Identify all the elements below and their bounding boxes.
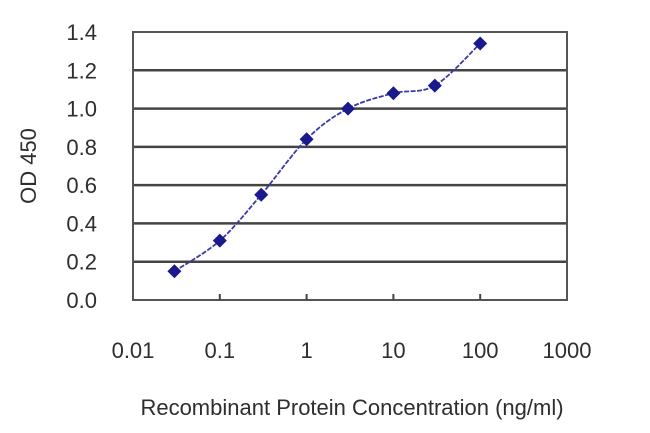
data-point-diamond [341,101,356,116]
data-point-diamond [473,36,488,51]
y-tick-label: 1.0 [66,97,97,122]
y-tick-label: 1.4 [66,20,97,45]
x-tick-label: 100 [462,338,499,363]
y-tick-label: 1.2 [66,58,97,83]
y-tick-label: 0.4 [66,211,97,236]
data-point-markers [167,36,488,279]
data-point-diamond [299,132,314,147]
y-tick-label: 0.6 [66,173,97,198]
y-tick-label: 0.0 [66,288,97,313]
gridlines [133,69,567,263]
y-axis-title: OD 450 [16,128,41,204]
x-tick-label: 10 [381,338,405,363]
x-tick-label: 0.1 [205,338,236,363]
x-tick-label: 1 [300,338,312,363]
data-point-diamond [427,78,442,93]
y-tick-label: 0.8 [66,135,97,160]
data-point-diamond [386,86,401,101]
data-point-diamond [167,264,182,279]
y-axis-tick-labels: 0.0 0.2 0.4 0.6 0.8 1.0 1.2 1.4 [66,20,97,313]
x-axis-title: Recombinant Protein Concentration (ng/ml… [140,395,563,420]
x-axis-ticks [218,294,482,300]
y-tick-label: 0.2 [66,250,97,275]
x-tick-label: 0.01 [112,338,155,363]
x-axis-tick-labels: 0.01 0.1 1 10 100 1000 [112,338,592,363]
data-point-diamond [212,233,227,248]
x-tick-label: 1000 [543,338,592,363]
data-point-diamond [254,187,269,202]
plot-area [132,31,568,301]
